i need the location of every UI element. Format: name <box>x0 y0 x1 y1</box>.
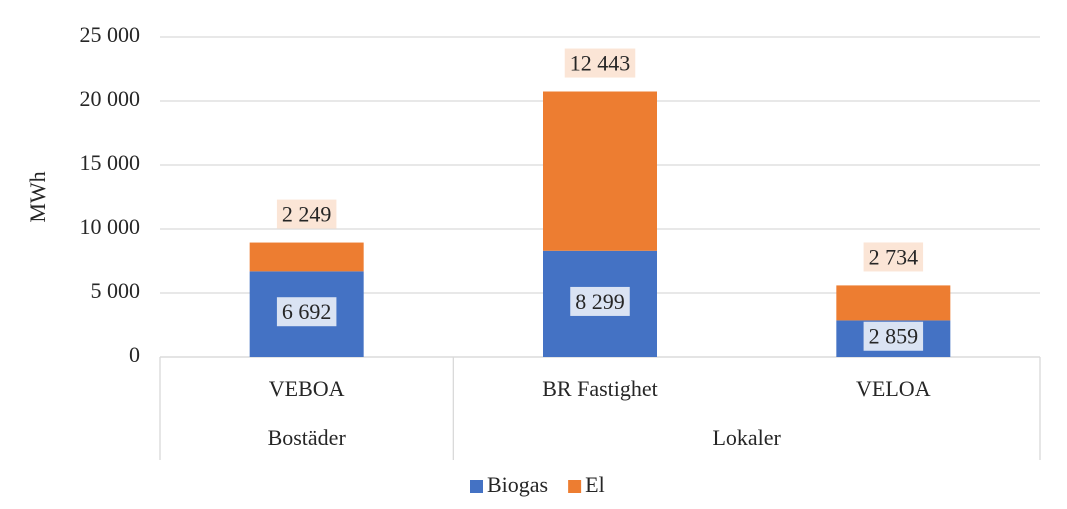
y-tick-label: 10 000 <box>80 214 141 239</box>
y-tick-label: 25 000 <box>80 22 141 47</box>
group-label: Bostäder <box>268 425 347 450</box>
x-tick-label: VEBOA <box>269 376 345 401</box>
y-tick-label: 20 000 <box>80 86 141 111</box>
x-tick-label: BR Fastighet <box>542 376 658 401</box>
label-bg <box>570 286 630 316</box>
data-label: 6 692 <box>282 299 332 324</box>
data-label: 2 859 <box>869 324 919 349</box>
label-bg <box>276 199 337 229</box>
bar-segment <box>543 91 657 251</box>
y-tick-label: 0 <box>129 342 140 367</box>
label-bg <box>276 297 337 327</box>
label-bg <box>564 48 636 78</box>
bar-segment <box>249 242 364 272</box>
data-label: 8 299 <box>575 289 625 314</box>
bar-segment <box>836 285 951 321</box>
data-label: 2 734 <box>869 244 919 269</box>
group-label: Lokaler <box>712 425 781 450</box>
data-label: 12 443 <box>570 51 631 76</box>
legend-label: El <box>585 472 605 497</box>
label-bg <box>863 242 924 272</box>
legend-swatch <box>568 480 582 493</box>
y-tick-label: 15 000 <box>80 150 141 175</box>
y-tick-label: 5 000 <box>91 278 141 303</box>
x-tick-label: VELOA <box>856 376 931 401</box>
legend-label: Biogas <box>487 472 548 497</box>
data-label: 2 249 <box>282 202 332 227</box>
legend-swatch <box>470 480 483 493</box>
y-axis-label: MWh <box>25 171 50 222</box>
label-bg <box>863 321 924 351</box>
